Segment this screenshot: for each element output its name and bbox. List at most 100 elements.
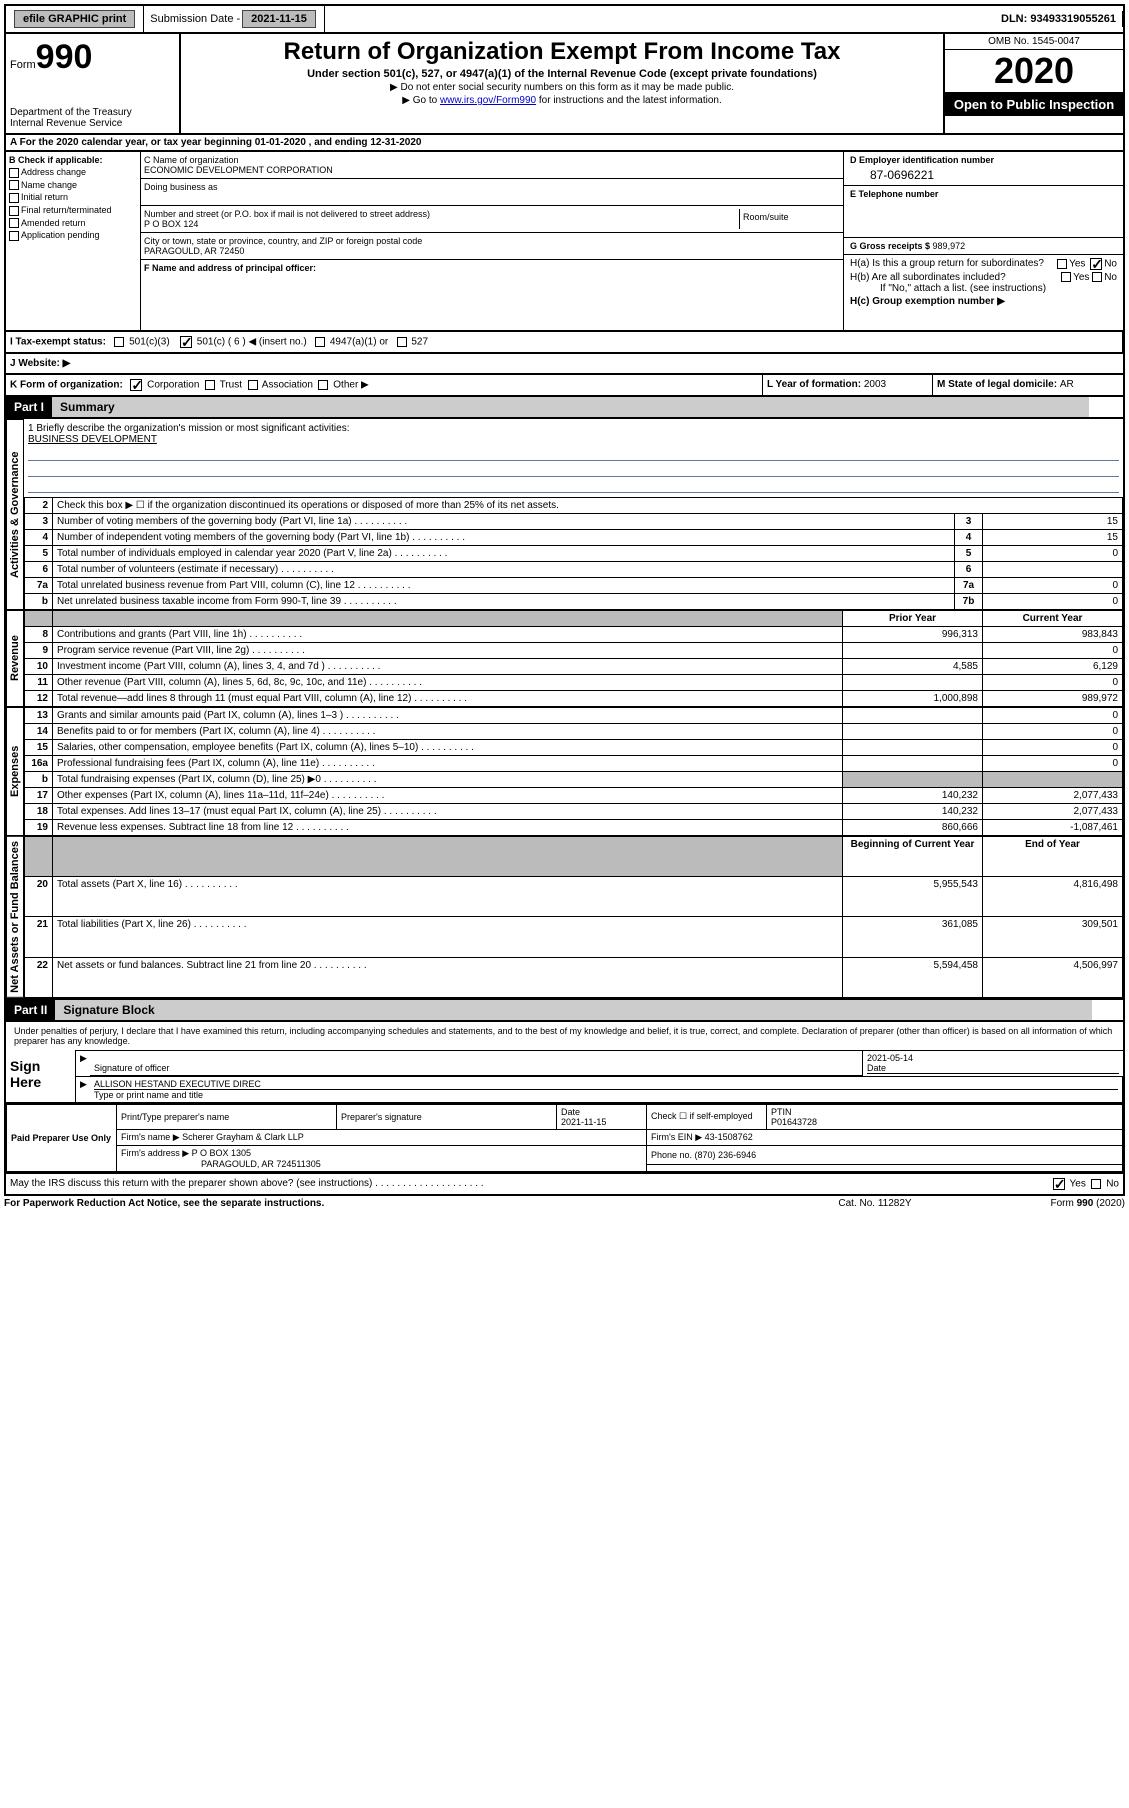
table-row: 7aTotal unrelated business revenue from … <box>25 578 1123 594</box>
form-subtitle: Under section 501(c), 527, or 4947(a)(1)… <box>185 68 939 80</box>
table-row: 4Number of independent voting members of… <box>25 530 1123 546</box>
gross-label: G Gross receipts $ <box>850 241 933 251</box>
hb-yes[interactable] <box>1061 272 1071 282</box>
perjury-text: Under penalties of perjury, I declare th… <box>6 1022 1123 1050</box>
ein-value: 87-0696221 <box>870 168 1117 182</box>
hc-label: H(c) Group exemption number ▶ <box>850 296 1117 307</box>
name-title-label: Type or print name and title <box>94 1090 1118 1100</box>
table-row: 10Investment income (Part VIII, column (… <box>25 659 1123 675</box>
chk-assoc[interactable] <box>248 380 258 390</box>
chk-app-pending[interactable] <box>9 231 19 241</box>
firm-ein: 43-1508762 <box>705 1132 753 1142</box>
domicile-state: AR <box>1060 379 1074 390</box>
part1-title: Summary <box>52 397 1089 417</box>
chk-amended[interactable] <box>9 218 19 228</box>
table-row: 19Revenue less expenses. Subtract line 1… <box>25 820 1123 836</box>
footer-paperwork: For Paperwork Reduction Act Notice, see … <box>4 1198 775 1209</box>
table-row: 8Contributions and grants (Part VIII, li… <box>25 627 1123 643</box>
prep-date: 2021-11-15 <box>561 1117 606 1127</box>
submission-label: Submission Date - <box>150 13 240 25</box>
summary-body: Activities & Governance 1 Briefly descri… <box>4 419 1125 1000</box>
efile-print-button[interactable]: efile GRAPHIC print <box>14 10 135 28</box>
mission-label: 1 Briefly describe the organization's mi… <box>28 423 1119 434</box>
discuss-yes[interactable] <box>1053 1178 1065 1190</box>
firm-phone: (870) 236-6946 <box>695 1150 757 1160</box>
table-row: 11Other revenue (Part VIII, column (A), … <box>25 675 1123 691</box>
info-grid: B Check if applicable: Address change Na… <box>4 152 1125 332</box>
table-row: 3Number of voting members of the governi… <box>25 514 1123 530</box>
officer-label: F Name and address of principal officer: <box>144 263 840 273</box>
chk-initial[interactable] <box>9 193 19 203</box>
chk-corp[interactable] <box>130 379 142 391</box>
part2-header: Part II <box>6 1000 55 1020</box>
sig-arrow2-icon: ▶ <box>76 1077 90 1102</box>
ha-yes[interactable] <box>1057 259 1067 269</box>
chk-4947[interactable] <box>315 337 325 347</box>
hb-note: If "No," attach a list. (see instruction… <box>880 283 1117 294</box>
prep-name-label: Print/Type preparer's name <box>117 1104 337 1129</box>
firm-addr1: P O BOX 1305 <box>192 1148 251 1158</box>
firm-name: Scherer Grayham & Clark LLP <box>182 1132 304 1142</box>
chk-501c[interactable] <box>180 336 192 348</box>
table-row: 14Benefits paid to or for members (Part … <box>25 724 1123 740</box>
dba-label: Doing business as <box>144 182 840 192</box>
org-name-label: C Name of organization <box>144 155 840 165</box>
year-formed: 2003 <box>864 379 886 390</box>
inspection-badge: Open to Public Inspection <box>945 93 1123 116</box>
addr-value: P O BOX 124 <box>144 219 739 229</box>
hb-label: H(b) Are all subordinates included? Yes … <box>850 272 1117 283</box>
table-row: 12Total revenue—add lines 8 through 11 (… <box>25 691 1123 707</box>
sign-here-label: Sign Here <box>6 1050 76 1102</box>
city-label: City or town, state or province, country… <box>144 236 840 246</box>
ha-no[interactable] <box>1090 258 1102 270</box>
vert-revenue: Revenue <box>6 610 24 707</box>
page-footer: For Paperwork Reduction Act Notice, see … <box>4 1196 1125 1211</box>
form-title: Return of Organization Exempt From Incom… <box>185 38 939 66</box>
website-row: J Website: ▶ <box>4 354 1125 375</box>
irs-link[interactable]: www.irs.gov/Form990 <box>440 95 536 106</box>
note-ssn: ▶ Do not enter social security numbers o… <box>185 82 939 93</box>
table-row: 9Program service revenue (Part VIII, lin… <box>25 643 1123 659</box>
note-link: ▶ Go to www.irs.gov/Form990 for instruct… <box>185 95 939 106</box>
tax-year: 2020 <box>945 50 1123 93</box>
addr-label: Number and street (or P.O. box if mail i… <box>144 209 739 219</box>
prep-sig-label: Preparer's signature <box>337 1104 557 1129</box>
gross-value: 989,972 <box>933 241 966 251</box>
chk-final[interactable] <box>9 206 19 216</box>
col-b-checkboxes: B Check if applicable: Address change Na… <box>6 152 141 330</box>
footer-formref: Form 990 (2020) <box>975 1198 1125 1209</box>
ha-label: H(a) Is this a group return for subordin… <box>850 258 1117 270</box>
chk-address[interactable] <box>9 168 19 178</box>
discuss-row: May the IRS discuss this return with the… <box>4 1174 1125 1196</box>
tel-label: E Telephone number <box>850 189 1117 199</box>
ptin-value: P01643728 <box>771 1117 817 1127</box>
table-row: 15Salaries, other compensation, employee… <box>25 740 1123 756</box>
chk-527[interactable] <box>397 337 407 347</box>
ein-label: D Employer identification number <box>850 155 1117 165</box>
tax-exempt-row: I Tax-exempt status: 501(c)(3) 501(c) ( … <box>4 332 1125 354</box>
chk-trust[interactable] <box>205 380 215 390</box>
chk-name[interactable] <box>9 180 19 190</box>
chk-501c3[interactable] <box>114 337 124 347</box>
footer-catno: Cat. No. 11282Y <box>775 1198 975 1209</box>
table-row: 5Total number of individuals employed in… <box>25 546 1123 562</box>
omb-number: OMB No. 1545-0047 <box>945 34 1123 50</box>
discuss-no[interactable] <box>1091 1179 1101 1189</box>
mission-value: BUSINESS DEVELOPMENT <box>28 434 1119 445</box>
vert-activities: Activities & Governance <box>6 419 24 610</box>
firm-addr2: PARAGOULD, AR 724511305 <box>201 1159 321 1169</box>
sig-date-label: Date <box>867 1063 1119 1074</box>
hb-no[interactable] <box>1092 272 1102 282</box>
vert-expenses: Expenses <box>6 707 24 836</box>
top-toolbar: efile GRAPHIC print Submission Date - 20… <box>4 4 1125 34</box>
table-row: 13Grants and similar amounts paid (Part … <box>25 708 1123 724</box>
submission-date-button[interactable]: 2021-11-15 <box>242 10 316 28</box>
signature-block: Under penalties of perjury, I declare th… <box>4 1022 1125 1104</box>
table-row: 17Other expenses (Part IX, column (A), l… <box>25 788 1123 804</box>
chk-other[interactable] <box>318 380 328 390</box>
preparer-block: Paid Preparer Use Only Print/Type prepar… <box>4 1104 1125 1174</box>
sig-officer-label: Signature of officer <box>94 1063 858 1073</box>
table-row: 21Total liabilities (Part X, line 26)361… <box>25 917 1123 957</box>
section-a-period: A For the 2020 calendar year, or tax yea… <box>4 135 1125 152</box>
city-value: PARAGOULD, AR 72450 <box>144 246 840 256</box>
